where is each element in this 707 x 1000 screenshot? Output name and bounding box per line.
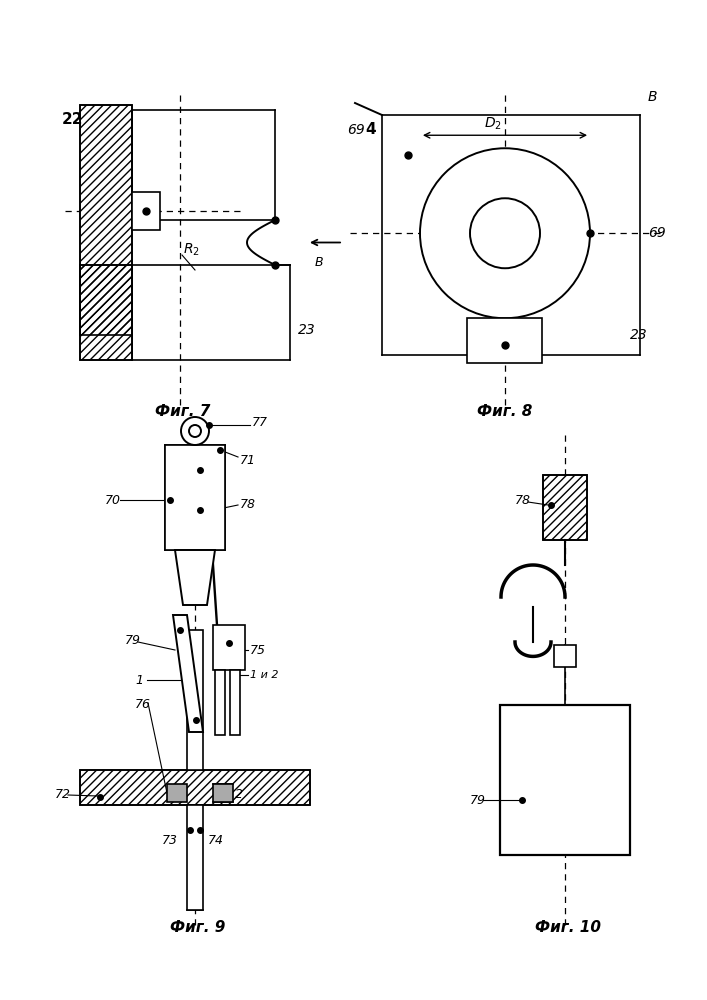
Text: 69: 69 [648,226,666,240]
Text: 73: 73 [162,834,178,846]
Text: 72: 72 [55,788,71,802]
Text: 78: 78 [515,493,531,506]
Bar [213,784,233,802]
Text: Фиг. 8: Фиг. 8 [477,404,532,420]
Circle shape [420,148,590,318]
Text: 1 и 2: 1 и 2 [250,670,279,680]
Bar [500,705,630,855]
Bar [167,784,187,802]
Circle shape [470,198,540,268]
Text: 79: 79 [125,634,141,647]
Bar [187,805,203,910]
Circle shape [189,425,201,437]
Text: 2: 2 [235,788,243,802]
Text: 70: 70 [105,493,121,506]
Text: Фиг. 7: Фиг. 7 [155,404,211,420]
Bar [165,445,225,550]
Circle shape [181,417,209,445]
Text: 76: 76 [135,698,151,712]
Text: $D_2$: $D_2$ [484,116,502,132]
Text: 77: 77 [252,416,268,430]
Text: 4: 4 [365,122,375,137]
Bar [543,475,587,540]
Bar [132,192,160,230]
Polygon shape [175,550,215,605]
Bar [467,318,542,363]
Bar [80,770,310,805]
Text: 23: 23 [298,323,316,337]
Text: 1: 1 [135,674,143,686]
Bar [230,670,240,735]
Polygon shape [173,615,203,732]
Text: В: В [648,90,658,104]
Bar [80,105,132,335]
Text: Фиг. 10: Фиг. 10 [535,920,601,936]
Bar [80,105,132,335]
Text: 74: 74 [208,834,224,846]
Text: 79: 79 [470,794,486,806]
Text: 78: 78 [240,498,256,512]
Text: В: В [315,256,324,269]
Text: Фиг. 9: Фиг. 9 [170,920,226,936]
Bar [543,475,587,540]
Bar [187,630,203,770]
Bar [215,670,225,735]
Text: 75: 75 [250,644,266,656]
Text: 23: 23 [630,328,648,342]
Bar [554,645,576,667]
Text: $R_2$: $R_2$ [183,242,200,258]
Bar [80,265,132,360]
Bar [213,625,245,670]
Bar [80,265,132,360]
Text: 22: 22 [62,112,83,127]
Text: 69: 69 [347,123,365,137]
Text: 71: 71 [240,454,256,466]
Bar [80,770,310,805]
